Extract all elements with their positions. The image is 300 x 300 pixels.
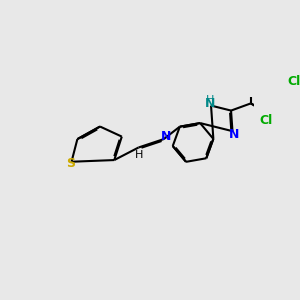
Text: Cl: Cl — [260, 114, 273, 127]
Text: N: N — [160, 130, 171, 142]
Text: N: N — [205, 97, 215, 110]
Text: N: N — [229, 128, 239, 141]
Text: S: S — [66, 157, 75, 170]
Text: H: H — [134, 149, 143, 160]
Text: Cl: Cl — [287, 75, 300, 88]
Text: H: H — [206, 95, 214, 105]
